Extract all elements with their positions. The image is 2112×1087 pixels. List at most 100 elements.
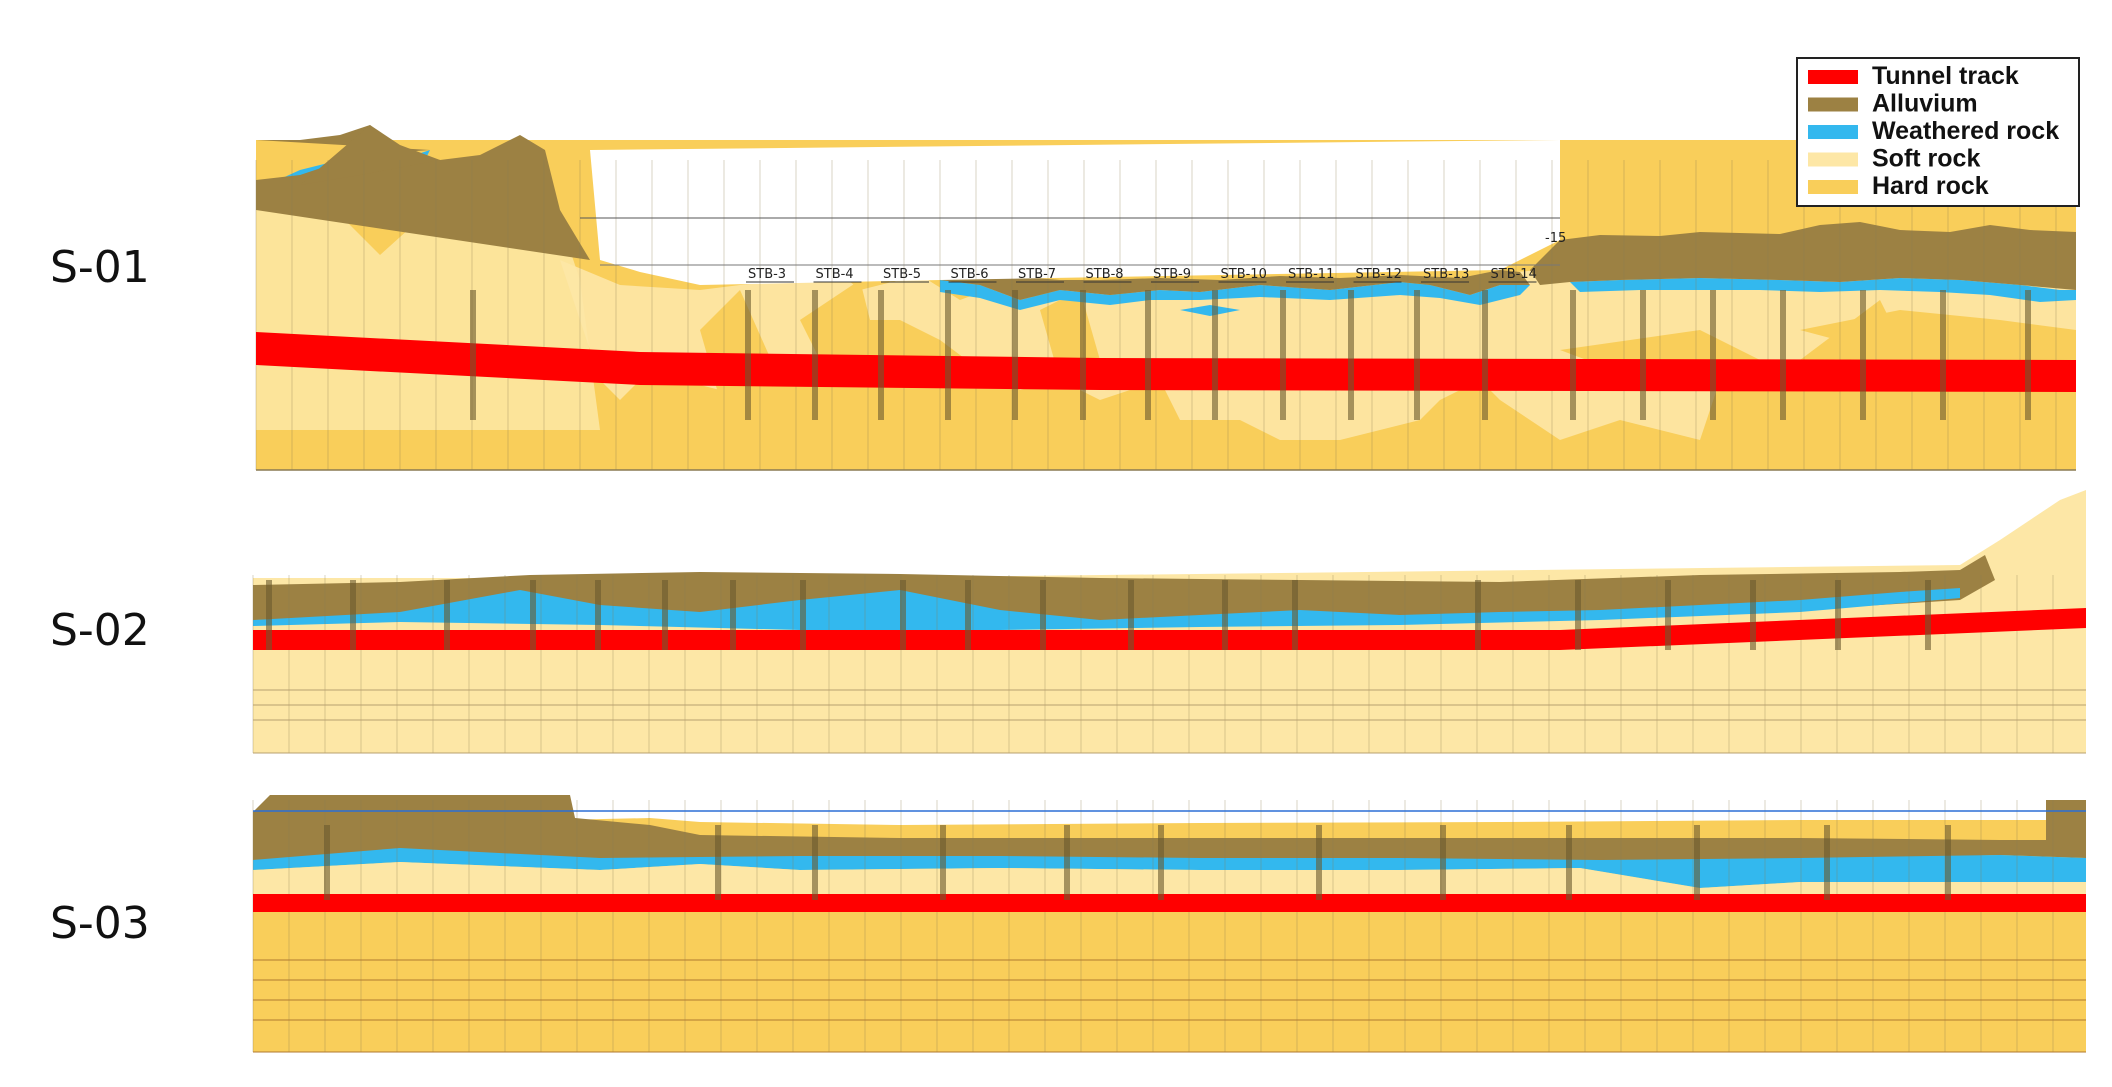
- s02-borehole: [900, 580, 906, 650]
- s03-borehole: [1158, 825, 1164, 900]
- s02-borehole: [730, 580, 736, 650]
- borehole-label: STB-6: [951, 267, 989, 282]
- s03-borehole: [1316, 825, 1322, 900]
- s03-borehole: [1945, 825, 1951, 900]
- s01-alluvium-1: [256, 125, 590, 260]
- borehole-label: STB-11: [1288, 267, 1334, 282]
- s02-soft-rock-slope: [253, 490, 2086, 600]
- s02-weathered-rock: [253, 588, 1960, 630]
- s02-tunnel-track: [253, 608, 2086, 650]
- borehole-label: STB-3: [748, 267, 786, 282]
- s02-borehole: [1040, 580, 1046, 650]
- s01-sky: [590, 140, 1560, 285]
- s01-borehole: [745, 290, 751, 420]
- borehole-label: STB-12: [1356, 267, 1402, 282]
- borehole-label: STB-9: [1153, 267, 1191, 282]
- s03-borehole: [1694, 825, 1700, 900]
- s03-weathered-rock: [253, 848, 2086, 888]
- s03-borehole: [1440, 825, 1446, 900]
- borehole-label: STB-5: [883, 267, 921, 282]
- s01-soft-rock-2: [560, 260, 2076, 440]
- s02-borehole: [530, 580, 536, 650]
- legend-label: Weathered rock: [1872, 117, 2059, 145]
- s02-borehole: [350, 580, 356, 650]
- s02-grid: [252, 575, 2054, 753]
- s02-borehole: [1835, 580, 1841, 650]
- s01-borehole-labels: STB-3 STB-4 STB-5 STB-6 STB-7 STB-8 STB-9 STB-1…: [746, 267, 1537, 283]
- s01-alluvium-1b: [300, 125, 440, 185]
- s02-borehole: [1222, 580, 1228, 650]
- s02-borehole: [1575, 580, 1581, 650]
- borehole-label: STB-14: [1491, 267, 1537, 282]
- s01-alluvium-2: [940, 270, 1530, 300]
- s02-borehole: [965, 580, 971, 650]
- s03-alluvium: [253, 795, 2086, 862]
- legend-label: Tunnel track: [1872, 62, 2019, 90]
- s01-borehole: [470, 290, 476, 420]
- section-profile-s01: STB-3 STB-4 STB-5 STB-6 STB-7 STB-8 STB-9 STB-1…: [255, 125, 2076, 471]
- s03-borehole: [1824, 825, 1830, 900]
- s01-borehole: [1414, 290, 1420, 420]
- s01-hard-wedge-5: [1800, 310, 2076, 370]
- s01-borehole: [1482, 290, 1488, 420]
- s03-borehole: [1566, 825, 1572, 900]
- s01-borehole: [1710, 290, 1716, 420]
- s02-borehole: [1475, 580, 1481, 650]
- s02-borehole: [800, 580, 806, 650]
- s03-borehole: [940, 825, 946, 900]
- section-profile-s03: [252, 795, 2086, 1053]
- s01-weathered-lens: [1180, 305, 1240, 316]
- s02-borehole: [662, 580, 668, 650]
- legend-swatch: [1808, 125, 1858, 139]
- s01-elevation-label: -15: [1545, 231, 1566, 246]
- s01-borehole: [1145, 290, 1151, 420]
- s03-soft-rock: [253, 862, 2086, 898]
- s01-tunnel-track: [256, 332, 2076, 392]
- legend-label: Hard rock: [1872, 172, 1989, 200]
- borehole-label: STB-10: [1221, 267, 1267, 282]
- s01-borehole: [812, 290, 818, 420]
- legend-swatch: [1808, 152, 1858, 167]
- s01-borehole: [878, 290, 884, 420]
- s03-borehole: [812, 825, 818, 900]
- s02-borehole: [1750, 580, 1756, 650]
- s02-alluvium: [253, 555, 1995, 628]
- s01-weathered-rock-2: [940, 280, 1530, 310]
- section-label-s03: S-03: [50, 898, 150, 949]
- s01-borehole: [1860, 290, 1866, 420]
- legend-swatch: [1808, 97, 1858, 112]
- s01-borehole: [945, 290, 951, 420]
- borehole-label: STB-7: [1018, 267, 1056, 282]
- s02-borehole: [266, 580, 272, 650]
- s01-borehole: [1080, 290, 1086, 420]
- s03-sky: [253, 795, 2086, 825]
- s02-borehole: [1292, 580, 1298, 650]
- s02-lower-band: [253, 690, 2086, 753]
- legend-label: Soft rock: [1872, 145, 1980, 173]
- s01-weathered-rock-3: [1570, 278, 2076, 302]
- s03-tunnel-track: [253, 894, 2086, 912]
- s01-borehole: [1940, 290, 1946, 420]
- s02-borehole: [444, 580, 450, 650]
- borehole-label: STB-4: [816, 267, 854, 282]
- s02-borehole: [595, 580, 601, 650]
- s03-borehole: [324, 825, 330, 900]
- s01-borehole: [1212, 290, 1218, 420]
- s01-borehole: [1012, 290, 1018, 420]
- s01-borehole: [1780, 290, 1786, 420]
- s03-borehole: [1064, 825, 1070, 900]
- legend-swatch: [1808, 70, 1858, 84]
- s02-borehole: [1925, 580, 1931, 650]
- s01-borehole: [1640, 290, 1646, 420]
- s01-borehole: [1280, 290, 1286, 420]
- legend-label: Alluvium: [1872, 90, 1978, 118]
- section-profile-s02: [252, 490, 2086, 754]
- s01-borehole: [1348, 290, 1354, 420]
- s01-borehole: [2025, 290, 2031, 420]
- section-label-s01: S-01: [50, 242, 150, 293]
- section-label-s02: S-02: [50, 605, 150, 656]
- s01-alluvium-3: [1530, 222, 2076, 290]
